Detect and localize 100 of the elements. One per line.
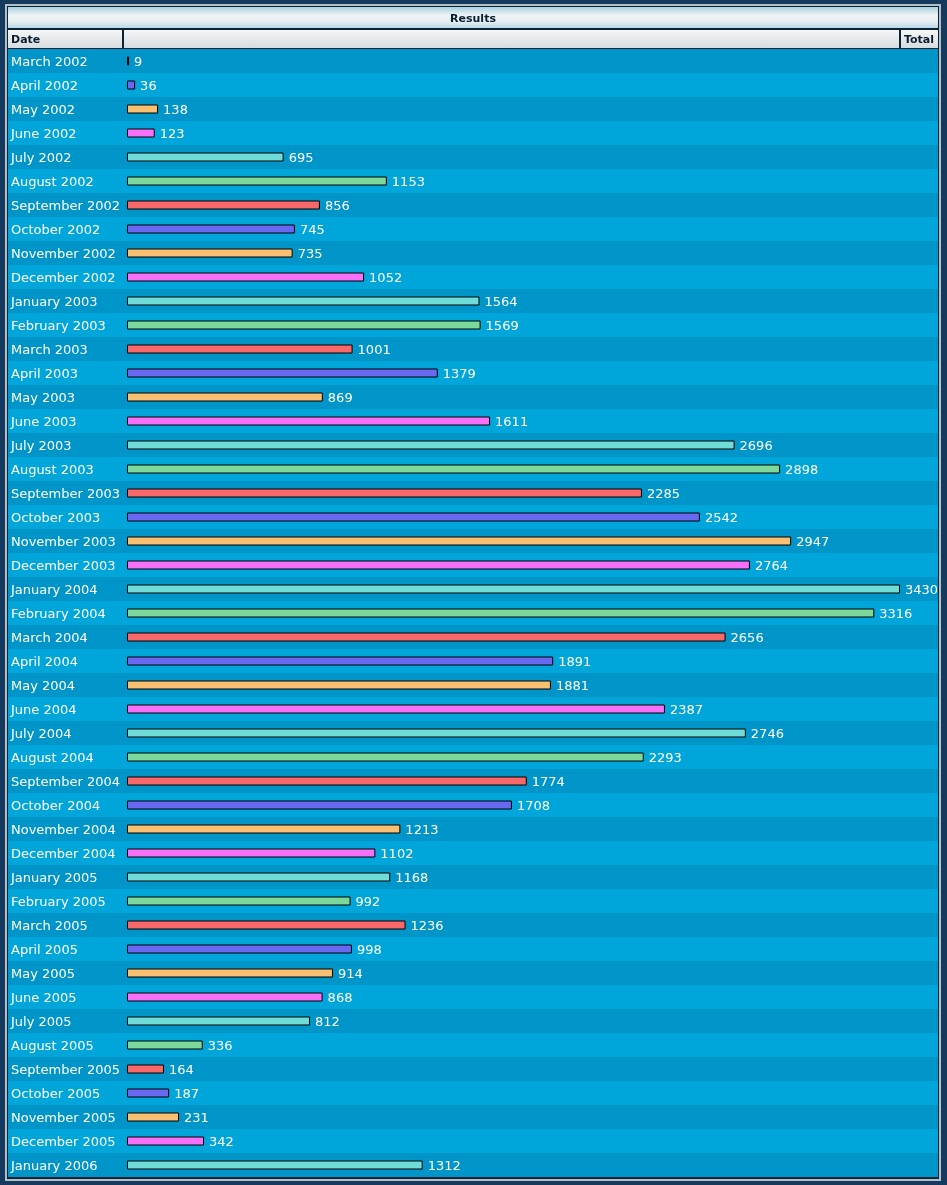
bar <box>127 656 554 666</box>
data-label: 1569 <box>485 317 519 333</box>
data-label: 2764 <box>754 557 788 573</box>
data-label: 869 <box>327 389 353 405</box>
bar <box>127 968 333 978</box>
data-label: 1168 <box>395 869 429 885</box>
bar <box>127 248 293 258</box>
data-label: 2387 <box>669 701 704 717</box>
data-label: 998 <box>356 941 382 957</box>
y-tick-label: November 2005 <box>11 1109 116 1125</box>
y-tick-label: April 2004 <box>11 653 78 669</box>
y-tick-label: December 2003 <box>11 557 116 573</box>
data-label: 9 <box>134 53 143 69</box>
bar <box>127 776 527 786</box>
bar <box>127 200 320 210</box>
data-label: 1891 <box>558 653 592 669</box>
y-tick-label: October 2003 <box>11 509 101 525</box>
data-label: 231 <box>184 1109 209 1125</box>
data-label: 745 <box>299 221 325 237</box>
bar <box>127 1160 423 1170</box>
data-label: 695 <box>288 149 314 165</box>
bar <box>127 488 642 498</box>
bar <box>127 704 665 714</box>
y-tick-label: September 2002 <box>11 197 121 213</box>
data-label: 3316 <box>879 605 913 621</box>
y-tick-label: January 2005 <box>10 869 98 885</box>
data-label: 1774 <box>531 773 565 789</box>
data-label: 336 <box>207 1037 233 1053</box>
y-tick-label: June 2002 <box>10 125 77 141</box>
data-label: 138 <box>163 101 188 117</box>
y-tick-label: May 2005 <box>11 965 76 981</box>
y-tick-label: January 2006 <box>10 1157 98 1173</box>
bar <box>127 632 726 642</box>
data-label: 2542 <box>704 509 738 525</box>
bar <box>127 608 875 618</box>
data-label: 914 <box>337 965 363 981</box>
data-label: 1153 <box>391 173 425 189</box>
bar <box>127 512 700 522</box>
data-label: 868 <box>327 989 353 1005</box>
bar <box>127 1016 310 1026</box>
bar <box>127 1136 205 1146</box>
y-tick-label: October 2005 <box>11 1085 101 1101</box>
y-tick-label: July 2003 <box>10 437 72 453</box>
bar <box>127 872 391 882</box>
bar <box>127 752 644 762</box>
y-tick-label: March 2002 <box>11 53 88 69</box>
bar <box>127 680 551 690</box>
y-tick-label: June 2003 <box>10 413 77 429</box>
bar <box>127 128 155 138</box>
data-label: 2285 <box>646 485 681 501</box>
bar <box>127 584 900 594</box>
bar <box>127 1040 203 1050</box>
y-tick-label: November 2002 <box>11 245 116 261</box>
data-label: 2898 <box>785 461 819 477</box>
bar <box>127 176 387 186</box>
bar <box>127 440 735 450</box>
data-label: 812 <box>315 1013 340 1029</box>
y-tick-label: August 2002 <box>11 173 94 189</box>
data-label: 3430 <box>905 581 939 597</box>
y-tick-label: July 2002 <box>10 149 72 165</box>
bar <box>127 296 480 306</box>
data-label: 1236 <box>410 917 444 933</box>
data-label: 2746 <box>750 725 784 741</box>
y-tick-label: May 2003 <box>11 389 76 405</box>
bar <box>127 104 159 114</box>
y-tick-label: September 2004 <box>11 773 121 789</box>
data-label: 856 <box>324 197 350 213</box>
y-tick-label: April 2002 <box>11 77 78 93</box>
data-label: 1213 <box>405 821 439 837</box>
data-label: 1052 <box>369 269 403 285</box>
y-tick-label: November 2004 <box>11 821 116 837</box>
y-tick-label: April 2005 <box>11 941 78 957</box>
bar <box>127 80 136 90</box>
data-label: 1881 <box>555 677 589 693</box>
y-tick-label: March 2005 <box>11 917 88 933</box>
bar <box>127 368 438 378</box>
data-label: 992 <box>355 893 381 909</box>
bar <box>127 848 376 858</box>
x-axis-title: Total <box>904 30 935 49</box>
data-label: 735 <box>297 245 323 261</box>
data-label: 1379 <box>442 365 476 381</box>
y-tick-label: February 2004 <box>11 605 106 621</box>
data-label: 36 <box>140 77 157 93</box>
y-tick-label: July 2005 <box>10 1013 72 1029</box>
bar <box>127 272 365 282</box>
data-label: 187 <box>174 1085 199 1101</box>
data-label: 1001 <box>357 341 391 357</box>
y-tick-label: December 2002 <box>11 269 116 285</box>
y-tick-label: March 2004 <box>11 629 88 645</box>
bar <box>127 896 351 906</box>
y-tick-label: April 2003 <box>11 365 78 381</box>
bar <box>127 152 284 162</box>
data-label: 164 <box>168 1061 194 1077</box>
chart-title: Results <box>450 12 496 25</box>
y-tick-label: August 2005 <box>11 1037 94 1053</box>
bar <box>127 992 323 1002</box>
y-tick-label: December 2005 <box>11 1133 116 1149</box>
bar <box>127 728 746 738</box>
bar <box>127 1112 180 1122</box>
y-tick-label: August 2003 <box>11 461 94 477</box>
